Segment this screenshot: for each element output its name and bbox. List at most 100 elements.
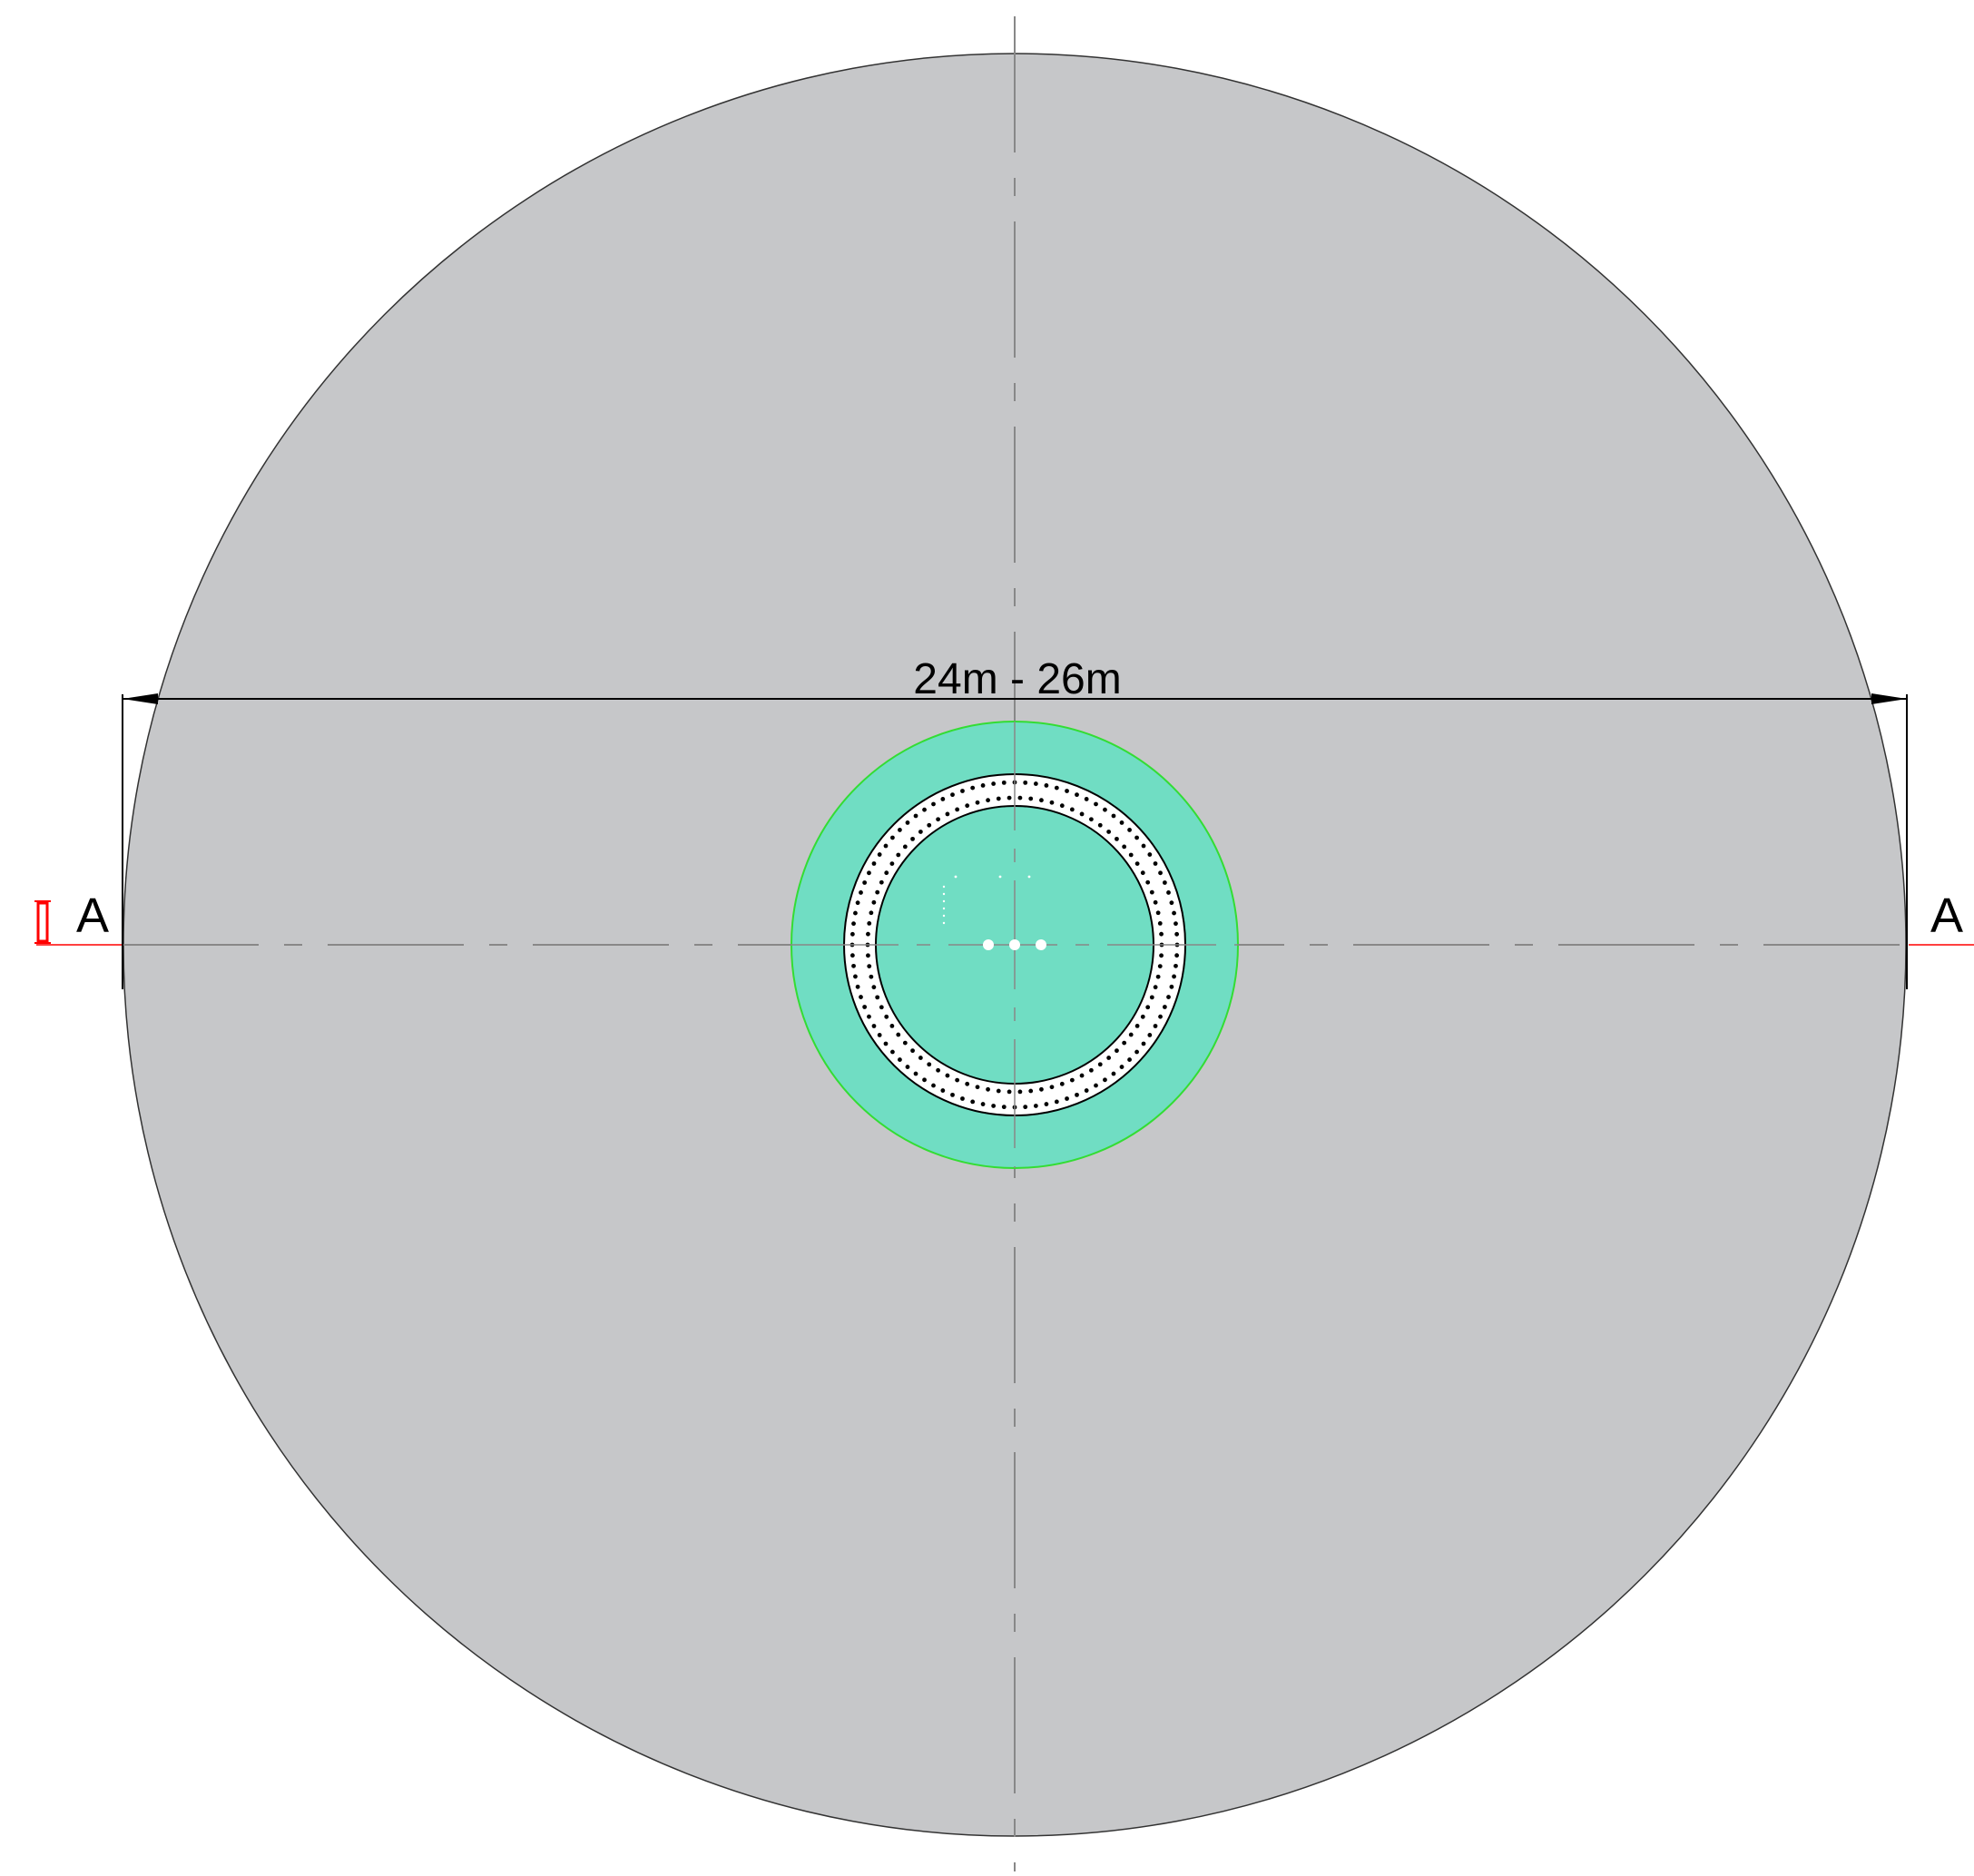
anchor-bolt <box>884 870 889 876</box>
anchor-bolt <box>1049 1085 1055 1090</box>
anchor-bolt <box>980 783 986 788</box>
anchor-bolt <box>867 921 872 926</box>
anchor-bolt <box>877 852 882 857</box>
anchor-bolt <box>927 1062 932 1067</box>
anchor-bolt <box>1007 795 1012 800</box>
anchor-bolt <box>1059 803 1065 809</box>
anchor-bolt <box>1054 1099 1059 1105</box>
section-cut-marker-icon <box>34 900 51 944</box>
anchor-bolt <box>1147 852 1153 857</box>
anchor-bolt <box>883 843 889 849</box>
anchor-bolt <box>867 870 871 876</box>
anchor-bolt <box>871 985 877 990</box>
anchor-bolt <box>1119 1065 1124 1069</box>
anchor-bolt <box>1128 852 1134 858</box>
section-label-left: A <box>76 889 109 943</box>
anchor-bolt <box>940 1088 946 1093</box>
anchor-bolt <box>1155 974 1161 979</box>
anchor-bolt <box>913 813 918 819</box>
anchor-bolt <box>950 1092 955 1097</box>
anchor-bolt <box>1033 1104 1038 1108</box>
anchor-bolt <box>1088 1067 1094 1073</box>
anchor-bolt <box>1007 1089 1012 1095</box>
anchor-bolt <box>1127 1057 1132 1062</box>
anchor-bolt <box>851 963 856 968</box>
anchor-bolt <box>855 984 860 989</box>
anchor-bolt <box>1001 1105 1007 1110</box>
anchor-bolt <box>1159 931 1164 937</box>
conduit-hole-right <box>1036 939 1046 950</box>
anchor-bolt <box>940 797 946 801</box>
anchor-bolt <box>918 1056 923 1060</box>
anchor-bolt <box>884 1014 889 1019</box>
anchor-bolt <box>1159 953 1164 958</box>
anchor-bolt <box>1028 1088 1034 1094</box>
anchor-bolt <box>927 822 932 828</box>
anchor-bolt <box>970 785 976 791</box>
anchor-bolt <box>960 1096 965 1101</box>
anchor-bolt <box>1017 1089 1023 1095</box>
anchor-bolt <box>1106 830 1112 834</box>
anchor-bolt <box>1111 1071 1116 1076</box>
anchor-bolt <box>871 899 877 905</box>
anchor-bolt <box>980 1102 986 1106</box>
anchor-bolt <box>855 900 860 906</box>
anchor-bolt <box>1088 817 1094 822</box>
anchor-bolt <box>1111 813 1116 819</box>
anchor-bolt <box>1049 800 1055 805</box>
anchor-bolt <box>871 1024 877 1028</box>
anchor-bolt <box>975 800 980 805</box>
anchor-bolt <box>1084 1088 1089 1093</box>
anchor-bolt <box>1141 1041 1146 1046</box>
anchor-bolt <box>922 1077 927 1083</box>
anchor-bolt <box>1153 1024 1158 1028</box>
anchor-bolt <box>1174 953 1180 958</box>
anchor-bolt <box>890 1049 895 1055</box>
anchor-bolt <box>859 995 863 999</box>
anchor-bolt <box>1127 828 1132 832</box>
anchor-bolt <box>950 792 955 798</box>
anchor-bolt <box>862 880 868 885</box>
anchor-bolt <box>1134 861 1140 867</box>
anchor-bolt <box>871 861 877 866</box>
anchor-bolt <box>1069 1077 1075 1083</box>
arrowhead-icon <box>123 693 158 704</box>
anchor-bolt <box>1134 835 1139 840</box>
anchor-bolt <box>1169 984 1174 989</box>
anchor-bolt <box>1065 1096 1069 1101</box>
anchor-bolt <box>991 781 997 786</box>
anchor-bolt <box>902 844 908 850</box>
anchor-bolt <box>866 953 870 958</box>
anchor-bolt <box>945 811 950 817</box>
anchor-bolt <box>955 1077 960 1083</box>
anchor-bolt <box>896 1032 901 1037</box>
anchor-bolt <box>1174 931 1180 937</box>
anchor-bolt <box>986 798 990 803</box>
anchor-bolt <box>1172 974 1176 979</box>
anchor-bolt-group <box>850 780 1180 1110</box>
anchor-bolt <box>996 796 1001 801</box>
anchor-bolt <box>1128 1032 1134 1037</box>
anchor-bolt <box>883 1041 889 1046</box>
anchor-bolt <box>1157 921 1163 926</box>
anchor-bolt <box>936 817 941 822</box>
anchor-bolt <box>879 1005 884 1010</box>
anchor-bolt <box>1001 780 1007 785</box>
anchor-bolt <box>986 1086 990 1092</box>
anchor-bolt <box>866 931 870 937</box>
anchor-bolt <box>1079 1073 1085 1078</box>
anchor-bolt <box>1079 811 1085 817</box>
anchor-bolt <box>1166 890 1171 895</box>
anchor-bolt <box>1122 844 1127 850</box>
anchor-bolt <box>960 789 965 793</box>
anchor-bolt <box>1166 995 1171 999</box>
anchor-bolt <box>1084 797 1089 801</box>
anchor-bolt <box>905 820 910 825</box>
anchor-bolt <box>1097 1062 1103 1067</box>
anchor-bolt <box>1059 1081 1065 1086</box>
anchor-bolt <box>922 807 927 812</box>
anchor-bolt <box>1119 820 1124 825</box>
anchor-bolt <box>910 1048 915 1054</box>
anchor-bolt <box>1172 910 1176 916</box>
anchor-bolt <box>905 1065 910 1069</box>
